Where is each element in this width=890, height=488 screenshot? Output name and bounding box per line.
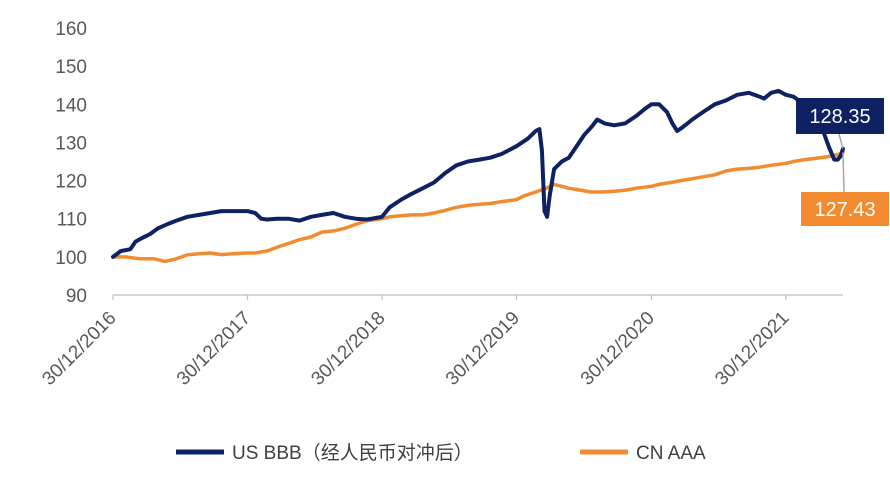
x-tick-label: 30/12/2018	[307, 308, 389, 390]
y-tick-label: 110	[57, 210, 87, 231]
x-tick-label: 30/12/2016	[38, 308, 120, 390]
x-tick-label: 30/12/2017	[173, 308, 255, 390]
callout-leader-cn-aaa	[842, 152, 845, 193]
callout-value-us-bbb: 128.35	[809, 106, 870, 128]
callout-box-cn-aaa	[801, 192, 889, 226]
y-tick-label: 160	[55, 19, 87, 40]
x-tick-label: 30/12/2021	[711, 308, 793, 390]
legend-label-us-bbb: US BBB（经人民币对冲后）	[232, 442, 473, 464]
series-line-cn-aaa	[111, 150, 845, 264]
y-tick-label: 150	[55, 57, 87, 78]
y-tick-label: 90	[66, 286, 87, 307]
legend-item-cn-aaa: CN AAA	[580, 443, 706, 464]
end-value-callouts: 128.35 127.43	[796, 98, 889, 226]
y-tick-label: 130	[55, 133, 87, 154]
legend: US BBB（经人民币对冲后） CN AAA	[176, 442, 706, 464]
series-lines	[111, 88, 845, 264]
legend-item-us-bbb: US BBB（经人民币对冲后）	[176, 442, 473, 464]
x-tick-label: 30/12/2019	[442, 308, 524, 390]
y-tick-label: 140	[55, 95, 87, 116]
legend-label-cn-aaa: CN AAA	[636, 443, 706, 464]
x-axis-ticks: 30/12/2016 30/12/2017 30/12/2018 30/12/2019…	[38, 295, 793, 390]
y-tick-label: 100	[55, 248, 87, 269]
x-tick-label: 30/12/2020	[577, 308, 659, 390]
callout-box-us-bbb	[796, 98, 884, 134]
callout-value-cn-aaa: 127.43	[814, 199, 875, 221]
y-tick-label: 120	[55, 172, 87, 193]
callout-leader-us-bbb	[838, 133, 844, 149]
series-line-us-bbb	[111, 88, 845, 259]
y-axis-ticks: 90 100 110 120 130 140 150 160	[55, 19, 87, 307]
